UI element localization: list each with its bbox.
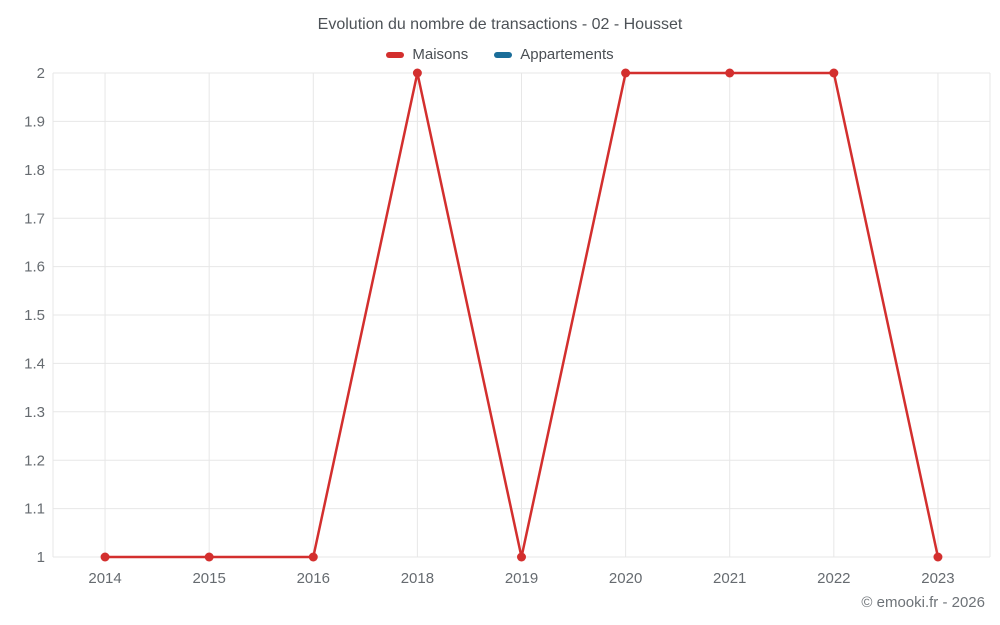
y-tick-label: 1.5 [24,307,45,324]
y-axis-labels: 1 1.1 1.2 1.3 1.4 1.5 1.6 1.7 1.8 1.9 2 [24,65,45,566]
x-tick-label: 2018 [401,570,434,587]
data-point-2014[interactable] [100,552,110,562]
y-tick-label: 1.7 [24,210,45,227]
gridlines [52,72,991,558]
y-tick-label: 1.1 [24,501,45,518]
maisons-swatch-icon [386,51,405,58]
y-tick-label: 1.3 [24,404,45,421]
chart-title: Evolution du nombre de transactions - 02… [317,16,683,33]
legend-item-maisons[interactable]: Maisons [386,46,468,63]
chart-legend: Maisons Appartements [0,46,1000,63]
x-tick-label: 2019 [505,570,538,587]
legend-label-maisons: Maisons [412,46,469,63]
data-point-2015[interactable] [204,552,214,562]
x-tick-label: 2022 [817,570,850,587]
data-point-2016[interactable] [308,552,318,562]
series-maisons [100,68,943,562]
y-tick-label: 1 [37,549,45,566]
y-tick-label: 1.6 [24,259,45,276]
x-tick-label: 2020 [609,570,642,587]
appartements-swatch-icon [494,51,513,58]
legend-label-appartements: Appartements [520,46,614,63]
data-point-2019[interactable] [517,552,526,562]
data-point-2022[interactable] [829,68,839,78]
x-tick-label: 2021 [713,570,746,587]
x-tick-label: 2015 [192,570,225,587]
legend-item-appartements[interactable]: Appartements [494,46,614,63]
data-point-2021[interactable] [725,68,735,78]
x-tick-label: 2014 [88,570,121,587]
data-point-2023[interactable] [933,552,943,562]
x-axis-labels: 2014 2015 2016 2018 2019 2020 2021 2022 2023 [88,570,954,587]
y-tick-label: 1.9 [24,114,45,131]
copyright-text: © emooki.fr - 2026 [861,594,985,611]
data-point-2020[interactable] [621,68,631,78]
y-tick-label: 1.2 [24,452,45,469]
x-tick-label: 2016 [297,570,330,587]
y-tick-label: 1.4 [24,356,45,373]
y-tick-label: 1.8 [24,162,45,179]
data-point-2018[interactable] [412,68,422,78]
x-tick-label: 2023 [921,570,954,587]
y-tick-label: 2 [37,65,45,82]
